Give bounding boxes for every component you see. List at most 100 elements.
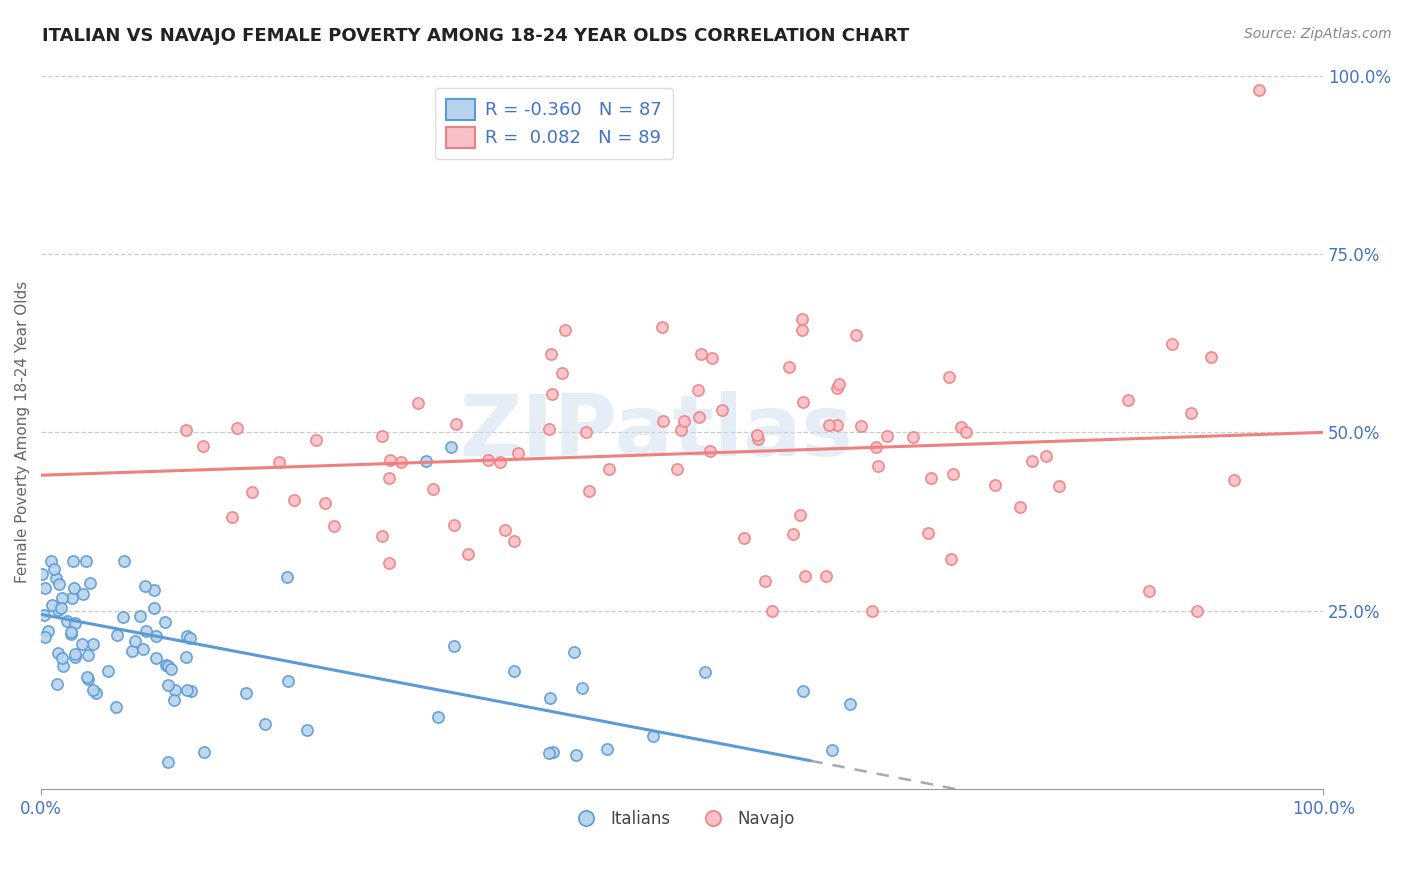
Point [52,659,75,673]
Point [538,691,561,706]
Point [51,651,73,665]
Point [112,554,135,568]
Point [596,741,619,756]
Point [747,433,769,447]
Point [792,323,814,337]
Point [868,459,890,474]
Point [191,439,214,453]
Point [789,508,811,522]
Point [269,455,291,469]
Point [671,423,693,437]
Point [51,591,73,605]
Point [305,433,328,447]
Point [1247,83,1270,97]
Point [235,686,257,700]
Point [941,552,963,566]
Point [1185,604,1208,618]
Point [672,414,695,428]
Point [104,699,127,714]
Point [1047,478,1070,492]
Point [56,614,79,628]
Point [31,567,53,582]
Point [371,429,394,443]
Point [440,440,463,454]
Point [134,579,156,593]
Point [176,629,198,643]
Point [174,650,197,665]
Point [49,600,72,615]
Point [818,417,841,432]
Point [277,674,299,689]
Point [165,683,187,698]
Point [63,647,86,661]
Point [641,729,664,743]
Point [699,444,721,458]
Point [59,625,82,640]
Point [575,425,598,439]
Point [389,455,412,469]
Point [253,716,276,731]
Point [422,483,444,497]
Point [45,570,67,584]
Point [72,637,94,651]
Point [156,659,179,673]
Point [1035,449,1057,463]
Point [917,525,939,540]
Point [37,624,59,639]
Point [145,650,167,665]
Point [79,576,101,591]
Point [876,429,898,443]
Point [942,467,965,481]
Point [377,557,399,571]
Point [240,485,263,500]
Point [693,665,716,679]
Point [157,755,180,769]
Point [221,510,243,524]
Point [1021,454,1043,468]
Point [1010,500,1032,515]
Point [1223,473,1246,487]
Point [865,440,887,454]
Point [153,615,176,630]
Text: Source: ZipAtlas.com: Source: ZipAtlas.com [1244,27,1392,41]
Point [63,581,86,595]
Point [984,478,1007,492]
Point [688,409,710,424]
Legend: Italians, Navajo: Italians, Navajo [562,803,801,834]
Point [124,633,146,648]
Point [155,657,177,672]
Point [378,453,401,467]
Point [792,684,814,698]
Point [541,745,564,759]
Point [76,648,98,663]
Point [32,608,55,623]
Point [815,568,838,582]
Point [111,610,134,624]
Point [159,662,181,676]
Point [406,396,429,410]
Point [949,420,972,434]
Point [554,323,576,337]
Point [782,526,804,541]
Point [46,646,69,660]
Point [105,628,128,642]
Point [162,693,184,707]
Point [84,685,107,699]
Point [443,518,465,533]
Point [778,360,800,375]
Point [571,681,593,695]
Point [444,417,467,431]
Point [378,471,401,485]
Point [761,604,783,618]
Point [297,723,319,737]
Point [700,351,723,365]
Point [651,414,673,428]
Point [538,746,561,760]
Point [938,369,960,384]
Point [711,403,734,417]
Point [128,609,150,624]
Point [142,583,165,598]
Point [1137,584,1160,599]
Point [839,697,862,711]
Point [651,319,673,334]
